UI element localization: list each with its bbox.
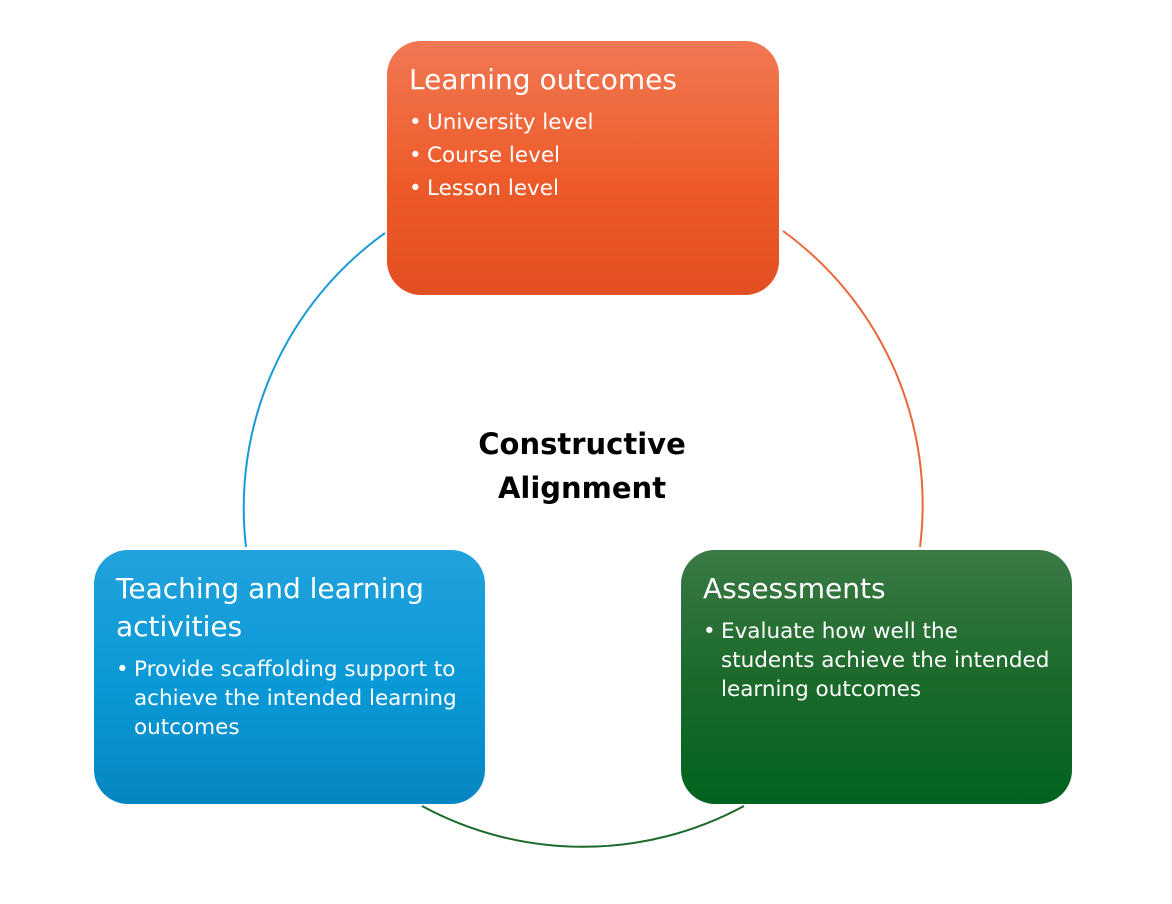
bullet-icon: •	[409, 143, 422, 168]
arc-teaching-to-outcomes	[242, 232, 386, 548]
teaching-activities-title-line1: Teaching and learning	[116, 572, 424, 605]
list-item-text: University level	[427, 110, 594, 135]
list-item-text: Lesson level	[427, 176, 559, 201]
bullet-icon: •	[409, 176, 422, 201]
center-label-line1: Constructive	[478, 427, 686, 461]
assessments-title: Assessments	[703, 572, 886, 605]
list-item: • University level	[409, 108, 759, 137]
bullet-icon: •	[409, 110, 422, 135]
bullet-icon: •	[703, 619, 716, 644]
list-item-text: Evaluate how well the students achieve t…	[721, 619, 1050, 702]
learning-outcomes-box: Learning outcomes • University level • Cou…	[387, 41, 779, 295]
learning-outcomes-list: • University level • Course level • Lesson …	[409, 108, 759, 203]
assessments-box: Assessments • Evaluate how well the stude…	[681, 550, 1072, 804]
bullet-icon: •	[116, 657, 129, 682]
list-item: • Provide scaffolding support to achieve …	[116, 655, 465, 742]
learning-outcomes-title: Learning outcomes	[409, 63, 677, 96]
list-item-text: Course level	[427, 143, 561, 168]
teaching-activities-box: Teaching and learning activities • Provid…	[94, 550, 485, 804]
list-item: • Course level	[409, 141, 759, 170]
assessments-list: • Evaluate how well the students achieve …	[703, 617, 1052, 704]
arc-outcomes-to-assessments	[782, 230, 924, 548]
center-label-line2: Alignment	[497, 471, 667, 505]
teaching-activities-title: Teaching and learning activities	[116, 570, 465, 646]
arc-assessments-to-teaching	[421, 805, 745, 848]
list-item: • Lesson level	[409, 174, 759, 203]
teaching-activities-title-line2: activities	[116, 610, 243, 643]
list-item: • Evaluate how well the students achieve …	[703, 617, 1052, 704]
center-label: Constructive Alignment	[420, 422, 744, 510]
teaching-activities-list: • Provide scaffolding support to achieve …	[116, 655, 465, 742]
list-item-text: Provide scaffolding support to achieve t…	[134, 657, 457, 740]
